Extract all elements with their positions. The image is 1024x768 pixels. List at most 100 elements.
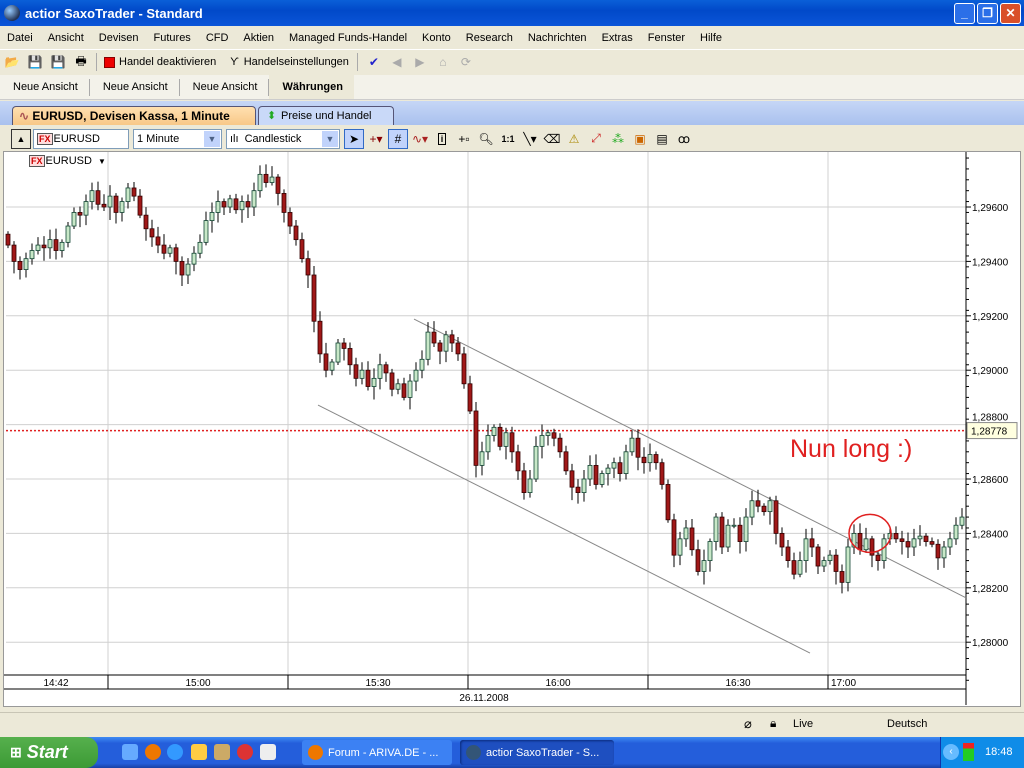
candle-down: [659, 462, 665, 485]
crosshair-tool-icon[interactable]: +▾: [369, 131, 383, 146]
candle-up: [647, 454, 653, 464]
save-as-icon[interactable]: 💾: [50, 55, 66, 69]
volume-meter-icon[interactable]: [963, 743, 974, 761]
view-tab[interactable]: Währungen: [269, 75, 354, 99]
zoom-reset-button[interactable]: 1:1: [501, 133, 515, 144]
candle-down: [923, 535, 929, 542]
clock-app-icon[interactable]: [191, 744, 207, 760]
indicator-icon[interactable]: ∿▾: [411, 131, 429, 146]
candle-up: [503, 432, 509, 447]
chart-window-icon[interactable]: ▤: [656, 131, 668, 146]
back-arrow-icon[interactable]: ◀: [392, 55, 402, 69]
forward-arrow-icon[interactable]: ▶: [415, 55, 425, 69]
chart-image-icon[interactable]: ▣: [634, 131, 646, 146]
candle-down: [899, 538, 905, 542]
view-tab[interactable]: Neue Ansicht: [0, 78, 90, 96]
taskbar-item-saxotrader[interactable]: actior SaxoTrader - S...: [460, 740, 614, 765]
candle-down: [935, 543, 941, 559]
tab-preise-und-handel[interactable]: ⬍ Preise und Handel: [258, 106, 394, 125]
home-icon[interactable]: ⌂: [439, 55, 447, 69]
menu-cfd[interactable]: CFD: [205, 31, 229, 44]
candle-down: [317, 320, 323, 355]
candle-up: [335, 342, 341, 363]
candle-down: [347, 348, 353, 366]
close-button[interactable]: ✕: [1000, 3, 1021, 24]
main-toolbar: 📂 💾 💾 🖶 Handel deaktivieren ϒ Handelsein…: [0, 49, 1024, 74]
collapse-up-button[interactable]: ▲: [11, 128, 31, 149]
firefox-icon[interactable]: [145, 744, 161, 760]
open-folder-icon[interactable]: 📂: [4, 55, 20, 69]
menu-managed-funds-handel[interactable]: Managed Funds-Handel: [289, 31, 408, 44]
maximize-button[interactable]: ❐: [977, 3, 998, 24]
pattern-icon[interactable]: ⁂: [612, 131, 624, 146]
candle-down: [275, 176, 281, 194]
candle-down: [401, 383, 407, 398]
candle-down: [497, 426, 503, 447]
taskbar-item-firefox[interactable]: Forum - ARIVA.DE - ...: [302, 740, 452, 765]
menu-ansicht[interactable]: Ansicht: [47, 31, 84, 44]
grid-toggle-icon[interactable]: #: [388, 128, 408, 149]
view-tab[interactable]: Neue Ansicht: [180, 78, 270, 96]
candle-down: [383, 364, 389, 374]
tab-eurusd-chart[interactable]: ∿ EURUSD, Devisen Kassa, 1 Minute: [12, 106, 256, 125]
candle-up: [797, 560, 803, 575]
resize-arrows-icon[interactable]: ⤢: [591, 131, 601, 145]
candle-up: [269, 176, 275, 183]
menu-fenster[interactable]: Fenster: [647, 31, 686, 44]
app-icon[interactable]: [214, 744, 230, 760]
zoom-icon[interactable]: 🔍︎: [478, 131, 494, 146]
internet-explorer-icon[interactable]: [167, 744, 183, 760]
minimize-button[interactable]: _: [954, 3, 975, 24]
candle-down: [323, 353, 329, 371]
instrument-field[interactable]: FX EURUSD: [33, 128, 129, 149]
start-button[interactable]: ⊞ Start: [0, 737, 98, 768]
info-icon[interactable]: i: [432, 129, 452, 149]
pointer-tool-icon[interactable]: ➤: [344, 128, 364, 149]
menu-research[interactable]: Research: [465, 31, 513, 44]
menu-konto[interactable]: Konto: [422, 31, 451, 44]
opera-icon[interactable]: [237, 744, 253, 760]
menu-devisen[interactable]: Devisen: [98, 31, 139, 44]
save-icon[interactable]: 💾: [27, 55, 43, 69]
x-tick-label: 15:30: [365, 678, 390, 689]
status-bar: ⌀ 🔒︎ Live Deutsch: [0, 712, 1024, 736]
candle-up: [239, 201, 245, 211]
current-price-label: 1,28778: [971, 427, 1008, 438]
menu-hilfe[interactable]: Hilfe: [700, 31, 723, 44]
check-icon[interactable]: ✔: [368, 55, 379, 69]
handelseinstellungen-button[interactable]: ϒ Handelseinstellungen: [230, 56, 349, 68]
menu-extras[interactable]: Extras: [601, 31, 633, 44]
view-tab[interactable]: Neue Ansicht: [90, 78, 180, 96]
terminal-icon[interactable]: [260, 744, 276, 760]
menu-datei[interactable]: Datei: [7, 31, 33, 44]
candle-up: [407, 380, 413, 398]
saxotrader-icon: [466, 745, 481, 760]
candle-up: [863, 538, 869, 551]
tray-expand-icon[interactable]: ‹: [943, 744, 959, 760]
y-tick-label: 1,28800: [972, 413, 1009, 424]
menu-aktien[interactable]: Aktien: [243, 31, 274, 44]
candle-up: [215, 201, 221, 213]
menu-futures[interactable]: Futures: [153, 31, 191, 44]
alert-icon[interactable]: ⚠: [568, 131, 580, 146]
candle-down: [5, 233, 11, 246]
refresh-icon[interactable]: ⟳: [460, 55, 471, 69]
chart-panel[interactable]: 1,29600 1,29400 1,29200 1,29000 1,28800 1,286…: [3, 151, 1021, 707]
outlook-icon[interactable]: [122, 744, 138, 760]
y-tick-label: 1,29400: [972, 257, 1009, 268]
candle-down: [869, 538, 875, 556]
chart-type-select[interactable]: ılı Candlestick ▼: [226, 128, 340, 149]
add-annotation-icon[interactable]: +▫: [458, 131, 470, 146]
system-tray: ‹ 18:48: [940, 737, 1024, 768]
print-icon[interactable]: 🖶: [75, 53, 87, 68]
candle-up: [59, 241, 65, 251]
menu-nachrichten[interactable]: Nachrichten: [527, 31, 587, 44]
interval-select[interactable]: 1 Minute ▼: [133, 128, 222, 149]
handel-deaktivieren-button[interactable]: Handel deaktivieren: [101, 56, 216, 68]
eraser-icon[interactable]: ⌫: [543, 131, 561, 146]
candlestick-chart[interactable]: 1,29600 1,29400 1,29200 1,29000 1,28800 1,286…: [4, 152, 1020, 706]
candle-down: [161, 244, 167, 254]
chart-instrument-legend[interactable]: FX EURUSD ▼: [29, 155, 106, 167]
link-icon[interactable]: ꝏ: [677, 131, 691, 146]
line-tool-icon[interactable]: ╲▾: [523, 131, 537, 146]
